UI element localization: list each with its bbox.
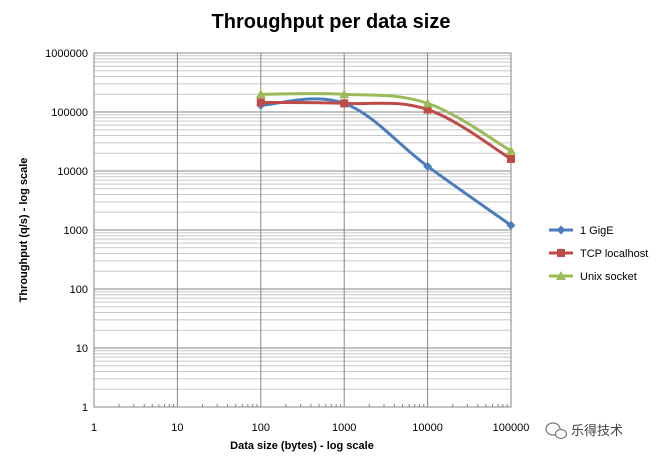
legend-label-tcp-localhost: TCP localhost <box>580 248 648 260</box>
legend-item-1-gige[interactable]: 1 GigE <box>549 225 614 237</box>
x-tick-label: 1 <box>91 422 97 434</box>
series-layer <box>255 89 516 230</box>
series-tcp-localhost <box>256 98 515 163</box>
data-point-tcp-localhost <box>340 99 349 108</box>
wechat-icon <box>545 422 568 440</box>
x-tick-label: 10 <box>171 422 183 434</box>
y-tick-label: 100 <box>70 284 88 296</box>
series-line-unix-socket <box>259 92 513 153</box>
x-tick-label: 100 <box>252 422 270 434</box>
series-line-tcp-localhost <box>259 100 513 161</box>
data-point-unix-socket <box>422 98 433 108</box>
y-tick-label: 1000000 <box>45 48 88 60</box>
y-axis-title: Throughput (q/s) - log scale <box>18 158 30 303</box>
legend[interactable]: 1 GigE TCP localhost Unix socket <box>549 225 648 283</box>
data-point-1-gige <box>506 220 516 230</box>
data-point-tcp-localhost <box>423 105 432 114</box>
plot-area <box>93 52 512 408</box>
data-point-unix-socket <box>339 89 350 99</box>
legend-label-unix-socket: Unix socket <box>580 271 637 283</box>
x-axis-ticks: 1 10 100 1000 10000 100000 <box>91 422 529 434</box>
data-point-tcp-localhost <box>507 154 515 163</box>
legend-item-tcp-localhost[interactable]: TCP localhost <box>549 248 648 260</box>
legend-marker-unix-socket <box>556 271 566 280</box>
x-tick-label: 100000 <box>493 422 530 434</box>
series-line-1-gige <box>259 97 513 227</box>
data-point-1-gige <box>423 161 433 171</box>
x-tick-label: 1000 <box>332 422 356 434</box>
grid <box>94 53 511 407</box>
y-tick-label: 10 <box>76 343 88 355</box>
data-point-unix-socket <box>255 89 266 99</box>
y-tick-label: 1000 <box>64 225 88 237</box>
y-axis-ticks: 1 10 100 1000 10000 100000 1000000 <box>45 48 88 414</box>
watermark-text: 乐得技术 <box>571 423 623 439</box>
legend-item-unix-socket[interactable]: Unix socket <box>549 271 637 283</box>
legend-marker-1-gige <box>556 225 566 235</box>
data-point-unix-socket <box>506 145 516 155</box>
legend-marker-tcp-localhost <box>557 249 565 257</box>
y-tick-label: 100000 <box>51 107 88 119</box>
x-tick-label: 10000 <box>412 422 443 434</box>
series-1-gige <box>256 97 516 230</box>
x-axis-title: Data size (bytes) - log scale <box>230 440 374 452</box>
chart-title: Throughput per data size <box>212 11 451 33</box>
data-point-tcp-localhost <box>256 98 265 107</box>
y-tick-label: 10000 <box>57 166 88 178</box>
watermark: 乐得技术 <box>545 422 623 440</box>
series-unix-socket <box>255 89 516 155</box>
legend-label-1-gige: 1 GigE <box>580 225 614 237</box>
y-tick-label: 1 <box>82 402 88 414</box>
